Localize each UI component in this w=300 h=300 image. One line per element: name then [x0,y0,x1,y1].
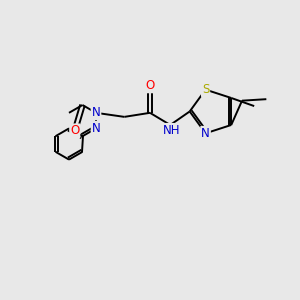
Text: O: O [146,79,154,92]
Text: N: N [92,106,100,119]
Text: N: N [201,127,210,140]
Text: N: N [92,122,100,135]
Text: O: O [70,124,80,137]
Text: S: S [202,83,209,96]
Text: NH: NH [163,124,181,137]
